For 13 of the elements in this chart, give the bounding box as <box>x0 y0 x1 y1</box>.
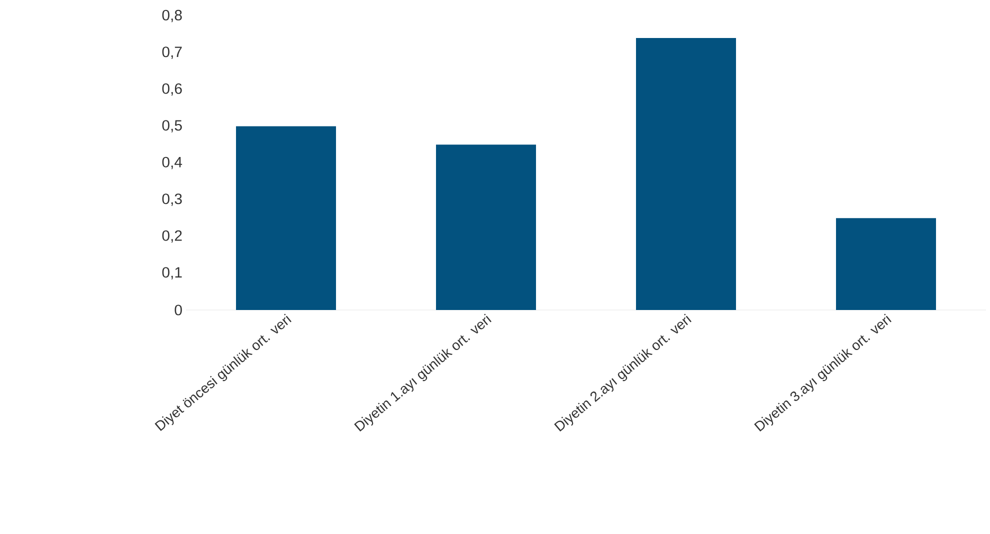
y-tick-label: 0,7 <box>162 46 182 59</box>
bar <box>236 126 336 310</box>
y-tick-label: 0 <box>174 304 182 316</box>
bar <box>836 218 936 310</box>
y-tick-label: 0,3 <box>162 194 182 206</box>
bar <box>636 38 736 310</box>
y-tick-label: 0,6 <box>162 83 182 96</box>
y-tick-label: 0,5 <box>162 120 182 132</box>
y-tick-label: 0,1 <box>162 267 182 280</box>
y-tick-label: 0,8 <box>162 10 182 22</box>
bar <box>436 144 536 310</box>
y-tick-label: 0,4 <box>162 156 182 170</box>
y-tick-label: 0,2 <box>162 230 182 243</box>
